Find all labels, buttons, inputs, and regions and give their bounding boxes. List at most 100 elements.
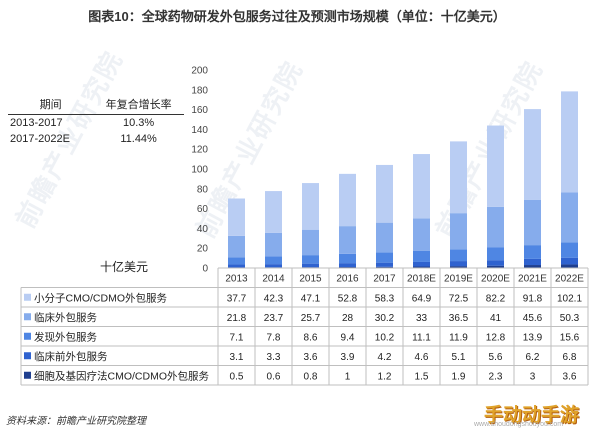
cagr-rate: 10.3%	[123, 117, 155, 129]
y-tick-label: 40	[197, 224, 209, 235]
cagr-period: 2013-2017	[10, 117, 63, 129]
bar-segment	[561, 264, 578, 268]
cagr-table: 期间 年复合增长率 2013-2017 10.3% 2017-2022E 11.…	[8, 94, 184, 147]
bar-segment	[228, 235, 245, 258]
data-label: 91.8	[523, 293, 543, 304]
data-label: 1.9	[452, 371, 466, 382]
data-label: 3.3	[267, 352, 281, 363]
data-label: 9.4	[341, 332, 355, 343]
data-label: 4.2	[378, 352, 392, 363]
data-label: 3.6	[563, 371, 577, 382]
bar-segment	[228, 264, 245, 268]
bar-segment	[413, 250, 430, 262]
legend-label: 小分子CMO/CDMO外包服务	[34, 291, 167, 304]
data-label: 5.6	[489, 352, 503, 363]
x-tick-label: 2013	[225, 274, 248, 285]
legend-label: 临床前外包服务	[34, 350, 108, 363]
bar-segment	[376, 262, 393, 267]
data-label: 6.2	[526, 352, 540, 363]
bar-segment	[339, 173, 356, 227]
x-tick-label: 2018E	[407, 274, 436, 285]
data-label: 3.1	[230, 352, 244, 363]
brand-url: www.shoudongshouyou.com	[474, 421, 564, 428]
bar-segment	[487, 125, 504, 207]
bar-segment	[265, 191, 282, 233]
bar-segment	[487, 260, 504, 266]
bar-segment	[376, 266, 393, 268]
data-label: 28	[342, 313, 354, 324]
data-label: 1	[345, 371, 351, 382]
data-label: 1.2	[378, 371, 392, 382]
bar-segment	[524, 258, 541, 266]
bar-segment	[524, 245, 541, 259]
data-label: 0.5	[230, 371, 244, 382]
bar-segment	[561, 192, 578, 243]
data-label: 50.3	[560, 313, 580, 324]
data-label: 7.1	[230, 332, 244, 343]
x-tick-label: 2019E	[444, 274, 473, 285]
brand-logo: 手动动手游	[484, 405, 580, 426]
bar-segment	[376, 164, 393, 223]
data-label: 15.6	[560, 332, 580, 343]
data-label: 6.8	[563, 352, 577, 363]
data-label: 21.8	[227, 313, 247, 324]
bar-segment	[487, 206, 504, 248]
bar-segment	[339, 226, 356, 254]
data-label: 3.6	[304, 352, 318, 363]
source-note: 资料来源：前瞻产业研究院整理	[6, 416, 146, 427]
data-label: 13.9	[523, 332, 543, 343]
data-label: 25.7	[301, 313, 321, 324]
bar-segment	[302, 263, 319, 268]
data-label: 0.6	[267, 371, 281, 382]
data-label: 102.1	[557, 293, 582, 304]
data-label: 8.6	[304, 332, 318, 343]
data-label: 82.2	[486, 293, 506, 304]
data-label: 12.8	[486, 332, 506, 343]
bar-segment	[413, 266, 430, 268]
bar-segment	[376, 222, 393, 253]
data-label: 10.2	[375, 332, 395, 343]
data-label: 3.9	[341, 352, 355, 363]
bar-segment	[413, 261, 430, 267]
bar-segment	[450, 141, 467, 214]
bar-segment	[561, 257, 578, 265]
cagr-header-rate: 年复合增长率	[93, 94, 184, 115]
x-tick-label: 2015	[299, 274, 322, 285]
y-tick-label: 140	[191, 125, 208, 136]
y-tick-label: 100	[191, 165, 208, 176]
bar-segment	[561, 242, 578, 258]
y-tick-label: 120	[191, 145, 208, 156]
bar-segment	[302, 229, 319, 256]
cagr-period: 2017-2022E	[10, 133, 70, 145]
x-tick-label: 2020E	[481, 274, 510, 285]
y-tick-label: 180	[191, 85, 208, 96]
legend-swatch	[24, 293, 31, 301]
bar-segment	[487, 265, 504, 268]
data-label: 72.5	[449, 293, 469, 304]
data-label: 3	[530, 371, 536, 382]
bar-segment	[450, 249, 467, 262]
bar-segment	[524, 265, 541, 268]
y-tick-label: 60	[197, 204, 209, 215]
bar-segment	[450, 213, 467, 250]
data-label: 45.6	[523, 313, 543, 324]
legend-swatch	[24, 371, 31, 379]
bar-segment	[413, 154, 430, 219]
bar-segment	[524, 109, 541, 200]
legend-swatch	[24, 332, 31, 340]
bar-segment	[265, 264, 282, 268]
x-tick-label: 2016	[336, 274, 359, 285]
bar-segment	[302, 183, 319, 230]
bar-segment	[487, 247, 504, 261]
data-label: 58.3	[375, 293, 395, 304]
data-label: 7.8	[267, 332, 281, 343]
legend-label: 临床外包服务	[34, 311, 97, 324]
data-label: 42.3	[264, 293, 284, 304]
cagr-rate: 11.44%	[120, 133, 157, 145]
data-label: 36.5	[449, 313, 469, 324]
bar-segment	[302, 255, 319, 264]
bar-segment	[339, 263, 356, 268]
bar-segment	[265, 256, 282, 265]
bar-segment	[561, 91, 578, 193]
